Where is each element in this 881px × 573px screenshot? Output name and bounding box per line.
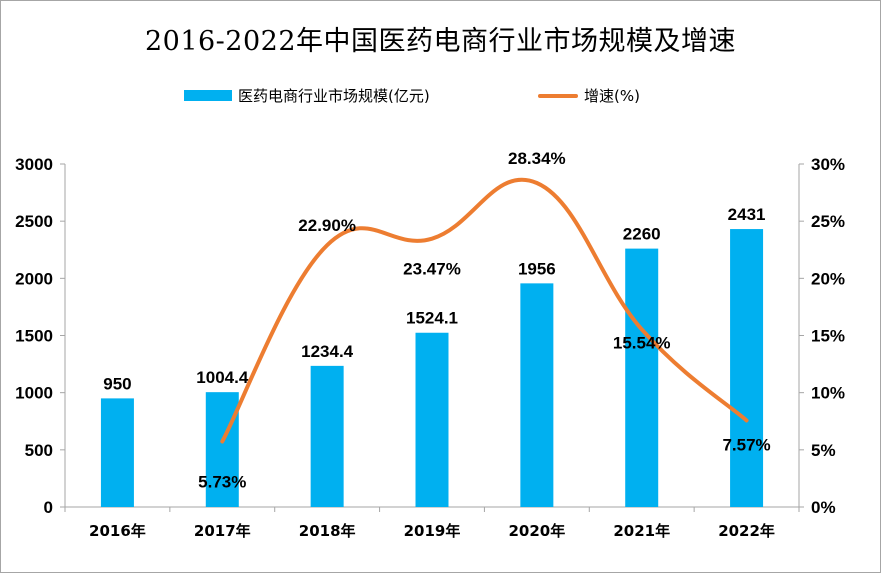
y-right-tick-label: 10% xyxy=(811,384,845,403)
legend-bar-swatch xyxy=(184,90,232,101)
bar-data-label: 1956 xyxy=(518,259,556,278)
bar-data-label: 950 xyxy=(103,374,131,393)
chart-title: 2016-2022年中国医药电商行业市场规模及增速 xyxy=(144,26,737,57)
bar-data-label: 2431 xyxy=(728,205,766,224)
growth-data-label: 23.47% xyxy=(403,260,461,279)
x-tick-label: 2018年 xyxy=(299,522,356,540)
growth-data-label: 15.54% xyxy=(613,333,671,352)
y-right-tick-label: 5% xyxy=(811,441,836,460)
x-tick-label: 2016年 xyxy=(89,522,146,540)
bar-market-size xyxy=(100,398,134,507)
bar-market-size xyxy=(520,283,554,507)
growth-line xyxy=(220,177,749,444)
growth-data-label: 28.34% xyxy=(508,149,566,168)
growth-data-label: 5.73% xyxy=(198,472,246,491)
legend-label-market-size: 医药电商行业市场规模(亿元) xyxy=(238,87,430,105)
y-right-tick-label: 0% xyxy=(811,498,836,517)
chart-legend: 医药电商行业市场规模(亿元) 增速(%) xyxy=(1,85,880,105)
x-tick-label: 2022年 xyxy=(718,522,775,540)
y-right-tick-label: 15% xyxy=(811,327,845,346)
growth-data-label: 22.90% xyxy=(298,216,356,235)
legend-item-market-size: 医药电商行业市场规模(亿元) xyxy=(184,85,430,106)
y-left-tick-label: 1000 xyxy=(15,384,53,403)
y-right-tick-label: 30% xyxy=(811,155,845,174)
y-left-tick-label: 3000 xyxy=(15,155,53,174)
y-left-tick-label: 0 xyxy=(44,498,53,517)
legend-item-growth: 增速(%) xyxy=(538,85,640,106)
x-tick-label: 2020年 xyxy=(508,522,565,540)
bar-market-size xyxy=(205,392,239,507)
bar-market-size xyxy=(730,229,764,507)
bar-data-label: 1004.4 xyxy=(196,368,249,387)
y-left-tick-label: 1500 xyxy=(15,327,53,346)
bar-data-label: 1234.4 xyxy=(301,342,354,361)
legend-label-growth: 增速(%) xyxy=(584,87,640,105)
x-tick-label: 2021年 xyxy=(613,522,670,540)
bar-market-size xyxy=(625,248,659,507)
x-tick-label: 2019年 xyxy=(404,522,461,540)
y-left-tick-label: 500 xyxy=(25,441,53,460)
x-tick-label: 2017年 xyxy=(194,522,251,540)
y-left-tick-label: 2500 xyxy=(15,212,53,231)
growth-data-label: 7.57% xyxy=(722,435,770,454)
legend-line-swatch xyxy=(538,93,578,98)
bar-data-label: 2260 xyxy=(623,225,661,244)
y-right-tick-label: 25% xyxy=(811,212,845,231)
bar-data-label: 1524.1 xyxy=(406,309,458,328)
bar-market-size xyxy=(310,365,344,507)
y-left-tick-label: 2000 xyxy=(15,269,53,288)
bar-market-size xyxy=(415,332,449,507)
y-right-tick-label: 20% xyxy=(811,269,845,288)
